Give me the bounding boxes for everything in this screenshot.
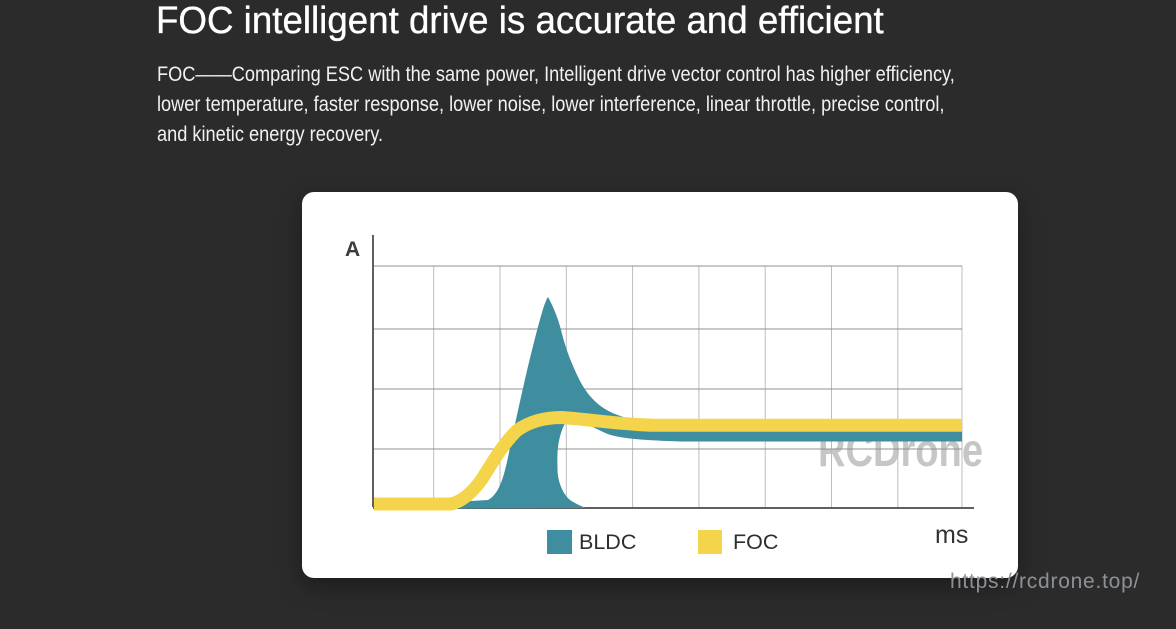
svg-text:ms: ms (935, 521, 968, 549)
svg-text:BLDC: BLDC (579, 530, 636, 554)
svg-text:A: A (345, 238, 360, 261)
svg-text:FOC: FOC (733, 530, 778, 554)
